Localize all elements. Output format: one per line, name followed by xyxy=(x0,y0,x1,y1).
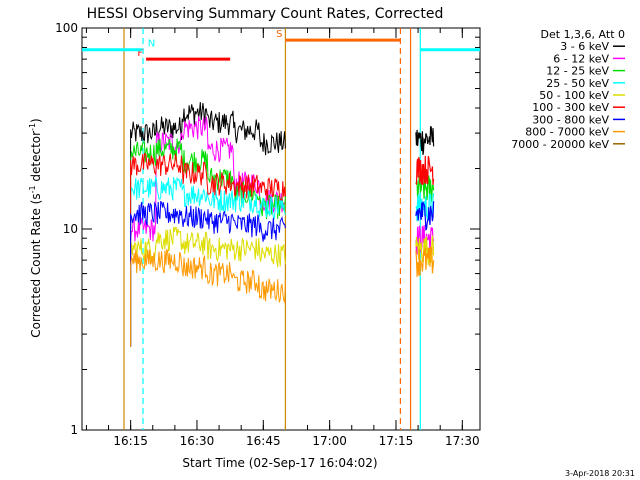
legend-entry-label: 100 - 300 keV xyxy=(532,101,609,114)
legend-entry-label: 12 - 25 keV xyxy=(546,65,609,78)
series-trace-segment2 xyxy=(415,126,435,155)
y-axis-label-mid: detector xyxy=(29,131,43,186)
y-tick-label: 1 xyxy=(70,423,78,437)
legend-entry-label: 6 - 12 keV xyxy=(553,52,609,65)
y-tick-label: 10 xyxy=(63,222,78,236)
series-trace-segment1 xyxy=(130,226,286,347)
x-tick-label: 17:00 xyxy=(312,434,347,448)
series-trace-segment2 xyxy=(415,201,435,231)
observing-flag-label: F xyxy=(137,48,143,59)
y-axis-label-main: Corrected Count Rate (s xyxy=(29,193,43,337)
x-tick-label: 16:30 xyxy=(180,434,215,448)
series-trace-segment1 xyxy=(130,248,286,347)
series-trace-segment1 xyxy=(130,116,286,347)
legend-entry-label: 25 - 50 keV xyxy=(546,77,609,90)
legend-entry-label: 800 - 7000 keV xyxy=(525,126,609,139)
legend-entry-label: 50 - 100 keV xyxy=(539,89,609,102)
legend-entry-label: 7000 - 20000 keV xyxy=(511,138,609,151)
observing-flag-label: N xyxy=(148,39,155,50)
series-trace-segment1 xyxy=(130,138,286,347)
x-axis-label: Start Time (02-Sep-17 16:04:02) xyxy=(182,456,377,470)
series-trace-segment1 xyxy=(130,200,286,347)
series-trace-segment1 xyxy=(130,101,286,347)
y-axis-label: Corrected Count Rate (s-1 detector-1) xyxy=(28,118,43,337)
footer-date: 3-Apr-2018 20:31 xyxy=(565,469,635,478)
chart-title: HESSI Observing Summary Count Rates, Cor… xyxy=(87,6,444,22)
y-axis-label-end: ) xyxy=(29,118,43,123)
series-trace-segment1 xyxy=(130,152,286,347)
y-axis-label-sup: -1 xyxy=(28,185,37,193)
x-tick-label: 16:15 xyxy=(113,434,148,448)
y-axis-label-sup: -1 xyxy=(28,123,37,131)
legend-header: Det 1,3,6, Att 0 xyxy=(541,28,625,41)
x-tick-label: 16:45 xyxy=(246,434,281,448)
x-tick-label: 17:30 xyxy=(445,434,480,448)
legend-entry-label: 300 - 800 keV xyxy=(532,113,609,126)
series-trace-segment2 xyxy=(415,246,435,277)
y-tick-label: 100 xyxy=(55,21,78,35)
observing-flag-label: S xyxy=(276,29,282,40)
legend-entry-label: 3 - 6 keV xyxy=(560,40,609,53)
x-tick-label: 17:15 xyxy=(379,434,414,448)
series-trace-segment2 xyxy=(415,155,435,185)
plot-area: 1 10 100 16:15 16:30 16:45 17:00 17:15 17:30 FN S xyxy=(55,21,481,448)
